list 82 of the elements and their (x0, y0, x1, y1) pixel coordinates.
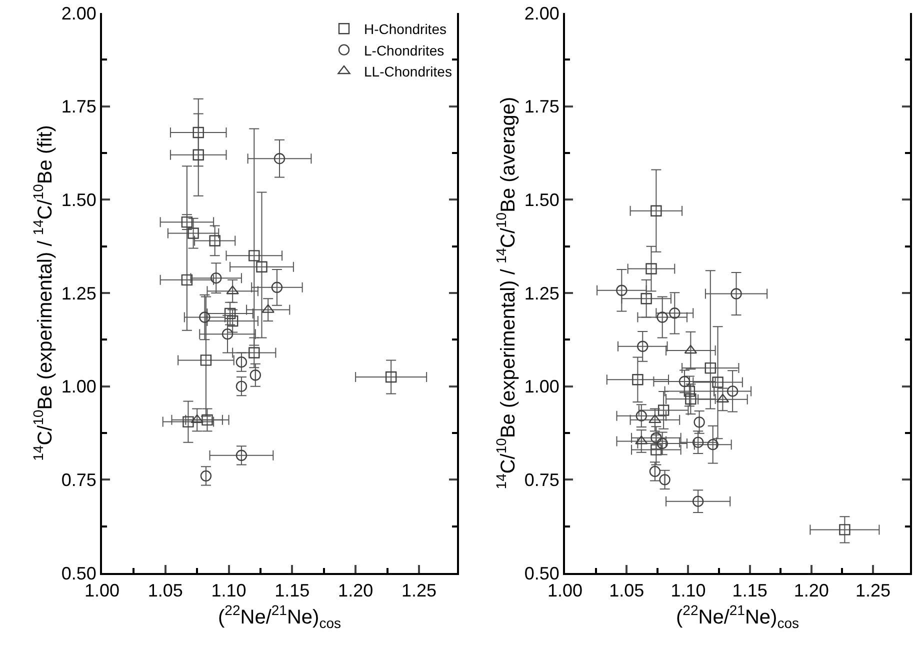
y-tick-label: 1.75 (524, 96, 560, 117)
point (192, 149, 204, 160)
point (236, 356, 248, 368)
point (200, 354, 212, 366)
y-tick-label: 1.50 (61, 190, 96, 210)
point (669, 308, 680, 319)
point (385, 371, 397, 383)
point (188, 228, 199, 239)
x-tick-label: 1.25 (401, 580, 436, 601)
legend-label: LL-Chondrites (364, 63, 452, 80)
point (210, 272, 222, 284)
y-tick-label: 1.25 (61, 283, 96, 304)
legend-label: H-Chondrites (364, 21, 446, 38)
y-tick-label: 0.50 (61, 563, 96, 584)
point (271, 282, 283, 293)
x-axis-title: ($^{22}$Ne/$^{21}$Ne)$_{cos}$ (676, 602, 799, 631)
point (712, 376, 724, 388)
point (181, 274, 193, 286)
x-axis-title: ($^{22}$Ne/$^{21}$Ne)$_{cos}$ (218, 602, 341, 631)
point (192, 126, 204, 138)
point (209, 235, 220, 246)
x-tick-label: 1.15 (274, 580, 310, 601)
point (649, 466, 661, 478)
point (224, 308, 236, 320)
point (650, 432, 662, 444)
y-tick-label: 2.00 (61, 3, 96, 24)
point (274, 153, 286, 164)
point (248, 347, 260, 358)
x-tick-label: 1.00 (84, 580, 120, 601)
point (685, 393, 696, 405)
y-tick-label: 2.00 (524, 3, 560, 24)
point (640, 293, 652, 304)
point (694, 416, 705, 428)
x-tick-label: 1.00 (547, 580, 583, 601)
point (616, 284, 628, 296)
point (646, 263, 657, 274)
point (650, 444, 662, 456)
point (222, 328, 234, 340)
y-tick-label: 0.75 (524, 470, 560, 490)
y-tick-label: 1.00 (61, 376, 96, 397)
point (707, 438, 718, 450)
y-tick-label: 1.00 (524, 376, 560, 397)
point (656, 312, 668, 323)
point (199, 312, 210, 323)
point (684, 344, 698, 354)
point (202, 414, 213, 426)
point (190, 414, 204, 424)
y-tick-label: 1.75 (61, 96, 96, 117)
point (236, 450, 248, 461)
x-tick-label: 1.10 (211, 580, 246, 601)
point (658, 404, 670, 416)
point (650, 205, 662, 216)
point (726, 386, 738, 397)
point (248, 250, 260, 262)
point (692, 436, 704, 448)
point (182, 416, 194, 428)
y-tick-label: 0.75 (61, 470, 96, 490)
point (678, 376, 690, 388)
point (256, 261, 268, 272)
point (692, 496, 704, 507)
legend-label: L-Chondrites (364, 42, 444, 58)
x-tick-label: 1.05 (148, 580, 183, 601)
point (839, 524, 850, 536)
point (250, 370, 262, 381)
point (648, 414, 662, 424)
point (200, 470, 212, 482)
point (637, 340, 648, 352)
point (636, 410, 647, 422)
x-tick-label: 1.20 (794, 580, 829, 601)
x-tick-label: 1.20 (338, 580, 374, 601)
point (730, 288, 742, 300)
point (704, 362, 716, 374)
point (632, 374, 644, 386)
x-tick-label: 1.10 (670, 580, 706, 601)
point (236, 380, 248, 392)
point (659, 474, 670, 486)
y-tick-label: 0.50 (524, 563, 560, 584)
y-tick-label: 1.50 (524, 190, 560, 210)
x-tick-label: 1.15 (732, 580, 768, 601)
x-tick-label: 1.25 (856, 580, 891, 601)
y-tick-label: 1.25 (524, 283, 560, 304)
x-tick-label: 1.05 (609, 580, 644, 601)
